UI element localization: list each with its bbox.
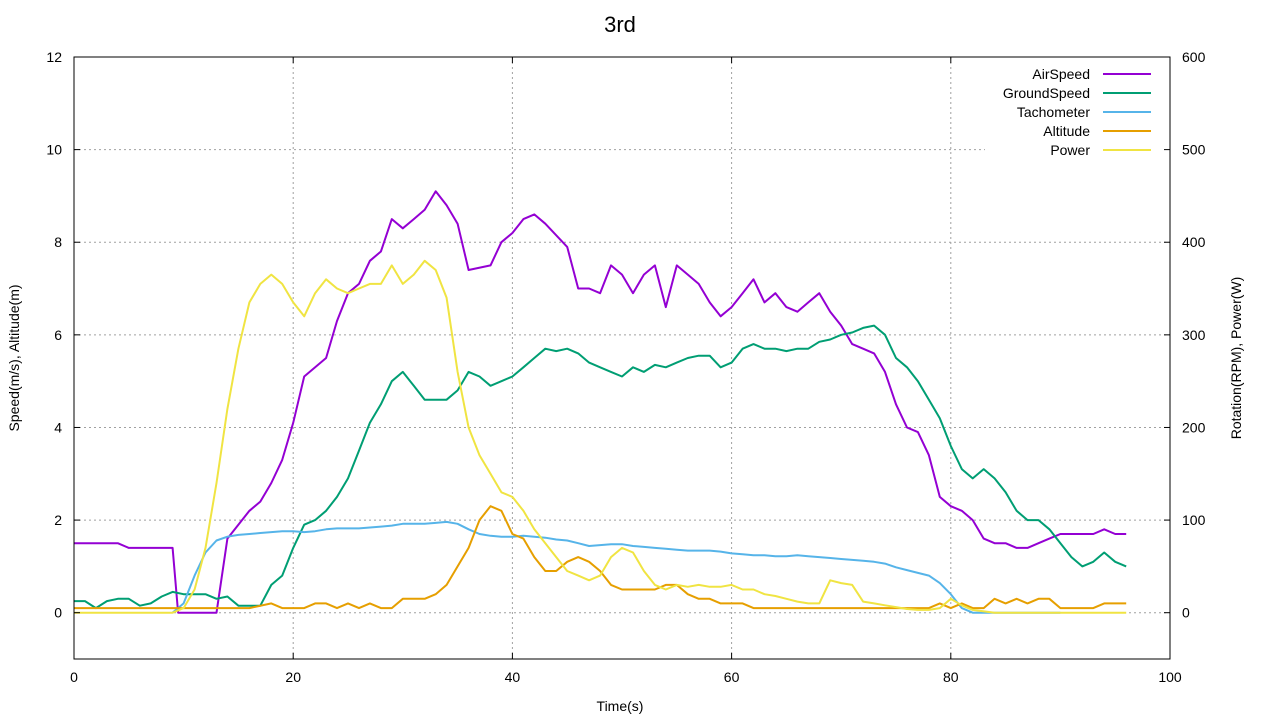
series-line-groundspeed <box>74 324 1127 610</box>
series-line-power <box>74 259 1127 614</box>
legend-label-power: Power <box>1050 142 1090 158</box>
series-line-altitude <box>74 505 1127 610</box>
series-line-tachometer <box>171 520 1061 614</box>
x-tick-label: 100 <box>1158 669 1182 685</box>
x-tick-label: 60 <box>724 669 740 685</box>
y2-tick-label: 600 <box>1182 49 1206 65</box>
y-tick-label: 0 <box>54 605 62 621</box>
grid-lines <box>74 57 1170 659</box>
x-tick-label: 0 <box>70 669 78 685</box>
y-tick-label: 10 <box>46 142 62 158</box>
legend-label-groundspeed: GroundSpeed <box>1003 85 1090 101</box>
y2-tick-label: 100 <box>1182 512 1206 528</box>
plot-frame <box>73 56 1171 660</box>
series-line-airspeed <box>74 190 1127 614</box>
y-tick-label: 6 <box>54 327 62 343</box>
y2-tick-label: 500 <box>1182 142 1206 158</box>
y2-tick-label: 200 <box>1182 419 1206 435</box>
legend: AirSpeed GroundSpeed Tachometer Altitude Pow… <box>1003 66 1151 158</box>
y2-tick-label: 0 <box>1182 605 1190 621</box>
legend-label-airspeed: AirSpeed <box>1032 66 1090 82</box>
y2-axis-label: Rotation(RPM), Power(W) <box>1228 277 1244 440</box>
x-tick-label: 40 <box>505 669 521 685</box>
legend-label-altitude: Altitude <box>1043 123 1090 139</box>
chart-title: 3rd <box>604 12 636 37</box>
x-axis-label: Time(s) <box>597 698 644 714</box>
y2-tick-label: 300 <box>1182 327 1206 343</box>
legend-label-tachometer: Tachometer <box>1017 104 1090 120</box>
y2-tick-label: 400 <box>1182 234 1206 250</box>
series-lines <box>74 190 1127 614</box>
x-tick-label: 80 <box>943 669 959 685</box>
y-tick-label: 4 <box>54 419 62 435</box>
y-axis-label: Speed(m/s), Altitude(m) <box>6 284 22 431</box>
axis-ticks: 0 20 40 60 80 100 0 2 4 6 8 10 12 0 100 200 300 400 500 600 <box>46 49 1205 685</box>
y-tick-label: 8 <box>54 234 62 250</box>
y-tick-label: 12 <box>46 49 62 65</box>
x-tick-label: 20 <box>285 669 301 685</box>
y-tick-label: 2 <box>54 512 62 528</box>
